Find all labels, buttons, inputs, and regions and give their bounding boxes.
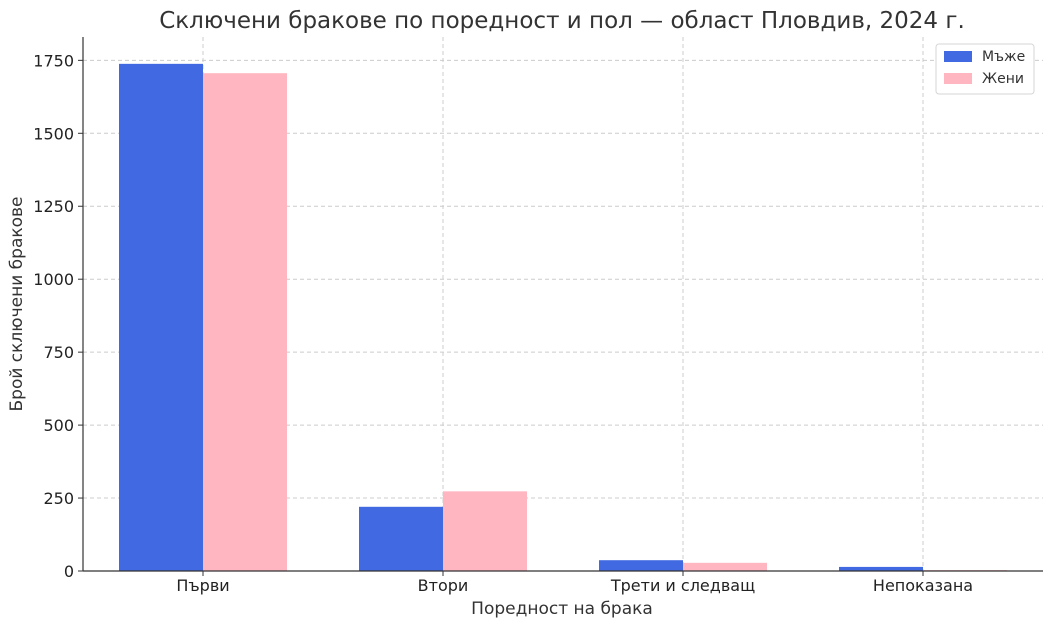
x-axis-label: Поредност на брака (471, 599, 653, 619)
legend: Мъже Жени (935, 43, 1035, 95)
legend-label-women: Жени (982, 71, 1024, 87)
y-tick-label: 1000 (33, 270, 74, 289)
y-tick-label: 1250 (33, 197, 74, 216)
x-tick-label: Трети и следващ (610, 576, 755, 595)
x-tick-label: Втори (418, 576, 469, 595)
axes (82, 37, 1043, 572)
bar-men (839, 566, 923, 571)
x-ticks: Първи Втори Трети и следващ Непоказана (176, 571, 973, 595)
bars (119, 63, 1007, 572)
bar-men (599, 560, 683, 571)
bar-men (119, 63, 203, 572)
bar-women (683, 562, 767, 571)
chart-title: Сключени бракове по поредност и пол — об… (159, 8, 965, 34)
legend-label-men: Мъже (982, 49, 1025, 65)
legend-swatch-women (944, 73, 972, 84)
x-tick-label: Непоказана (873, 576, 973, 595)
y-tick-label: 500 (43, 416, 74, 435)
y-tick-label: 1500 (33, 124, 74, 143)
bar-women (443, 491, 527, 571)
x-tick-label: Първи (176, 576, 229, 595)
y-ticks: 0 250 500 750 1000 1250 1500 1750 (33, 51, 83, 581)
y-axis-label: Брой сключени бракове (7, 196, 27, 411)
legend-swatch-men (944, 51, 972, 62)
y-tick-label: 250 (43, 489, 74, 508)
bar-men (359, 506, 443, 571)
bar-women (203, 73, 287, 572)
y-tick-label: 750 (43, 343, 74, 362)
y-tick-label: 0 (64, 562, 74, 581)
y-tick-label: 1750 (33, 51, 74, 70)
